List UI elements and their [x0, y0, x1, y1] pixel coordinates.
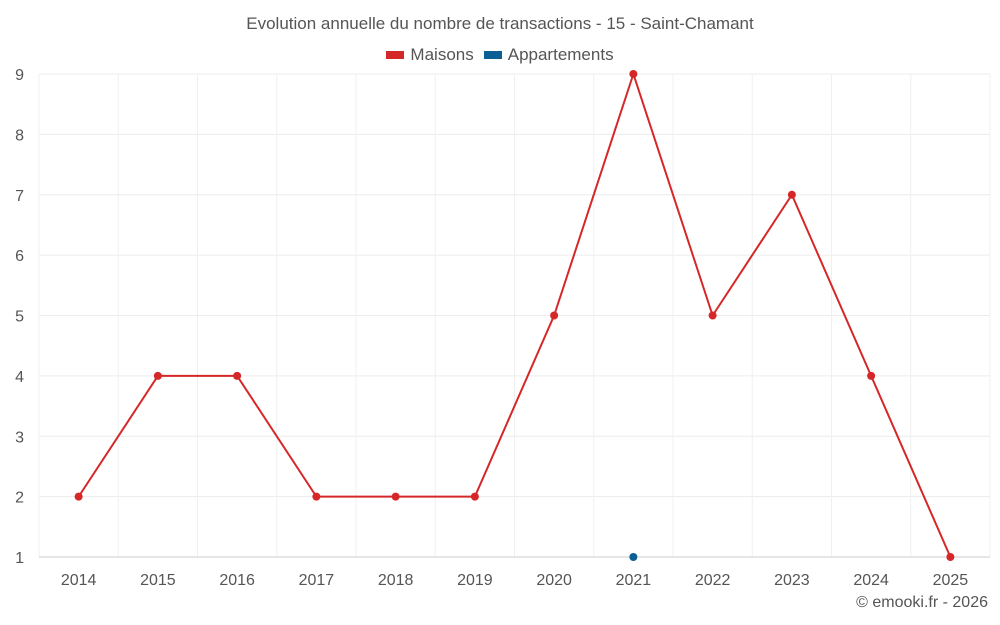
data-point-maisons [787, 190, 796, 199]
legend-label-maisons: Maisons [410, 45, 474, 64]
x-tick-label: 2022 [695, 572, 731, 589]
data-point-maisons [629, 70, 638, 78]
x-tick-label: 2014 [61, 572, 97, 589]
x-tick-label: 2021 [616, 572, 652, 589]
x-tick-label: 2020 [536, 572, 572, 589]
data-point-maisons [391, 492, 400, 501]
y-tick-label: 1 [15, 550, 24, 567]
legend-swatch-maisons [386, 51, 405, 59]
y-tick-label: 4 [15, 369, 24, 386]
data-point-maisons [153, 371, 162, 380]
y-tick-label: 8 [15, 127, 24, 144]
grid-lines [38, 73, 991, 557]
chart-title: Evolution annuelle du nombre de transact… [246, 14, 754, 33]
data-point-maisons [233, 371, 242, 380]
x-tick-label: 2024 [853, 572, 889, 589]
data-point-appartements [629, 553, 638, 561]
x-tick-label: 2018 [378, 572, 414, 589]
data-point-maisons [312, 492, 321, 501]
data-point-maisons [708, 311, 717, 320]
legend-item-appartements[interactable]: Appartements [483, 45, 614, 65]
legend-item-maisons[interactable]: Maisons [386, 45, 474, 65]
x-tick-label: 2015 [140, 572, 176, 589]
data-point-maisons [550, 311, 559, 320]
data-point-maisons [470, 492, 479, 501]
series-layer [74, 70, 955, 561]
axes: 1 2 3 4 5 6 7 8 9 2014 2015 2016 2017 2018 2019 2020 202… [15, 67, 990, 589]
y-tick-label: 5 [15, 309, 24, 326]
y-tick-label: 2 [15, 490, 24, 507]
y-tick-label: 9 [15, 67, 24, 84]
data-point-maisons [74, 492, 83, 501]
data-point-maisons [946, 553, 955, 561]
y-tick-label: 7 [15, 188, 24, 205]
x-tick-label: 2017 [299, 572, 335, 589]
x-tick-label: 2016 [219, 572, 255, 589]
legend-label-appartements: Appartements [507, 45, 614, 64]
legend: Maisons Appartements [0, 45, 1000, 65]
y-tick-label: 3 [15, 429, 24, 446]
x-tick-label: 2025 [933, 572, 969, 589]
legend-swatch-appartements [483, 51, 502, 59]
x-tick-label: 2023 [774, 572, 810, 589]
copyright-text: © emooki.fr - 2026 [856, 594, 988, 611]
series-line-maisons [77, 73, 952, 558]
y-tick-label: 6 [15, 248, 24, 265]
data-point-maisons [867, 371, 876, 380]
x-tick-label: 2019 [457, 572, 493, 589]
